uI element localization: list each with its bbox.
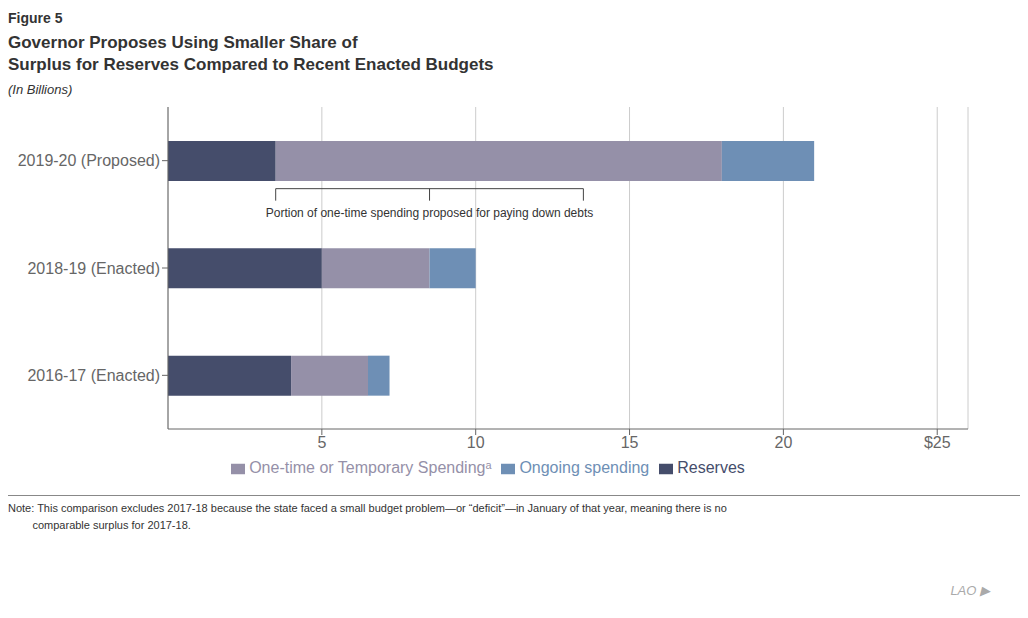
svg-text:2016-17 (Enacted): 2016-17 (Enacted) [27, 367, 160, 384]
html-text:Figure 5: Figure 5 [8, 10, 63, 26]
svg-text:$25: $25 [924, 435, 951, 452]
svg-text:10: 10 [467, 435, 485, 452]
svg-text:2018-19 (Enacted): 2018-19 (Enacted) [27, 260, 160, 277]
html-text:Governor Proposes Using Smalle: Governor Proposes Using Smaller Share of… [8, 33, 494, 75]
html-text:One-time or Temporary Spending: One-time or Temporary Spendingᵃ [249, 459, 492, 477]
svg-text:5: 5 [317, 435, 326, 452]
html-text:comparable surplus for 2017-18: comparable surplus for 2017-18. [8, 518, 191, 531]
html-text:LAO ▶: LAO ▶ [950, 583, 990, 598]
svg-text:20: 20 [774, 435, 792, 452]
html-text:Reserves: Reserves [677, 459, 745, 477]
html-text:(In Billions): (In Billions) [8, 82, 73, 98]
svg-text:15: 15 [621, 435, 639, 452]
svg-text:Portion of one-time spending p: Portion of one-time spending proposed fo… [266, 206, 594, 220]
svg-text:2019-20 (Proposed): 2019-20 (Proposed) [18, 153, 160, 170]
html-text:Note: This comparison excludes: Note: This comparison excludes 2017-18 b… [8, 502, 727, 515]
html-text:Ongoing spending: Ongoing spending [519, 459, 650, 477]
